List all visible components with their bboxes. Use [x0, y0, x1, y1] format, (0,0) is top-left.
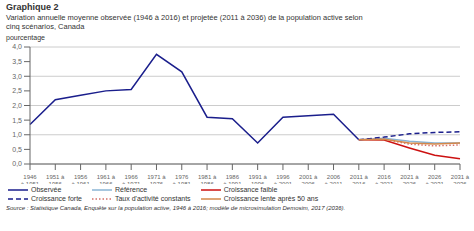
svg-text:1986à 1991: 1986à 1991: [223, 174, 242, 184]
html-text:Observée: Observée: [31, 186, 62, 193]
svg-text:2021 à2026: 2021 à2026: [400, 174, 419, 184]
html-text:pourcentage: pourcentage: [6, 34, 45, 41]
html-text:cinq scénarios, Canada: cinq scénarios, Canada: [6, 22, 85, 31]
svg-text:1991 à1996: 1991 à1996: [248, 174, 267, 184]
svg-text:2,0: 2,0: [12, 102, 22, 109]
svg-text:1951 à1956: 1951 à1956: [46, 174, 65, 184]
svg-text:3,0: 3,0: [12, 73, 22, 80]
html-text:Graphique 2: Graphique 2: [6, 2, 59, 12]
svg-text:2011 à2016: 2011 à2016: [350, 174, 369, 184]
html-text:Source : Statistique Canada, E: Source : Statistique Canada, Enquête sur…: [6, 205, 346, 211]
svg-text:2026à 2031: 2026à 2031: [426, 174, 445, 184]
svg-text:1961 à1966: 1961 à1966: [97, 174, 116, 184]
svg-text:1966à 1971: 1966à 1971: [122, 174, 141, 184]
svg-text:4,0: 4,0: [12, 43, 22, 50]
html-text:Croissance forte: Croissance forte: [31, 195, 82, 202]
html-text:Variation annuelle moyenne obs: Variation annuelle moyenne observée (194…: [6, 13, 363, 22]
svg-text:1946à 1951: 1946à 1951: [21, 174, 40, 184]
svg-text:2001 à2006: 2001 à2006: [299, 174, 318, 184]
svg-text:2031 à2036: 2031 à2036: [451, 174, 466, 184]
svg-text:3,5: 3,5: [12, 58, 22, 65]
svg-text:2016à 2021: 2016à 2021: [375, 174, 394, 184]
svg-text:0,0: 0,0: [12, 160, 22, 167]
html-text:Référence: Référence: [115, 186, 148, 193]
svg-text:1981 à1986: 1981 à1986: [198, 174, 217, 184]
svg-text:2006à 2011: 2006à 2011: [325, 174, 344, 184]
svg-text:1996à 2001: 1996à 2001: [274, 174, 293, 184]
svg-text:0,5: 0,5: [12, 146, 22, 153]
svg-text:1,5: 1,5: [12, 117, 22, 124]
svg-text:2,5: 2,5: [12, 87, 22, 94]
html-text:Croissance lente après 50 ans: Croissance lente après 50 ans: [223, 195, 319, 202]
svg-text:1,0: 1,0: [12, 131, 22, 138]
html-text:Croissance faible: Croissance faible: [223, 186, 278, 193]
svg-text:1956à 1961: 1956à 1961: [71, 174, 90, 184]
svg-text:1971 à1976: 1971 à1976: [147, 174, 166, 184]
html-text:Taux d'activité constants: Taux d'activité constants: [115, 195, 191, 202]
svg-text:1976à 1981: 1976à 1981: [173, 174, 192, 184]
